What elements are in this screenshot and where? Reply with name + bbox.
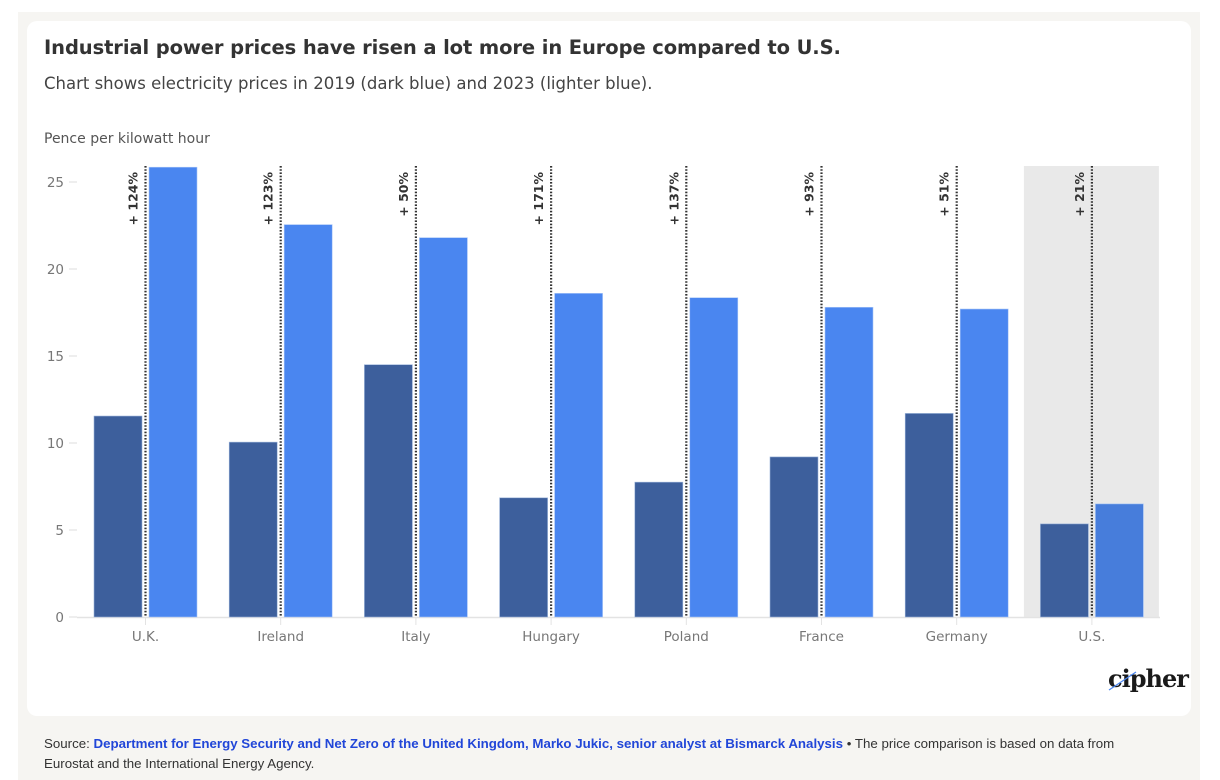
footer-separator: • <box>843 736 855 751</box>
bar-2019-ireland <box>228 441 278 618</box>
y-tick-label: 15 <box>47 349 64 365</box>
bar-2023-france <box>824 306 874 618</box>
change-annotation: + 171% <box>531 172 546 226</box>
x-tick-label: Germany <box>926 629 988 645</box>
bar-2023-poland <box>689 297 739 618</box>
x-tick-label: Ireland <box>257 629 304 645</box>
cipher-logo: cipher <box>1108 664 1189 700</box>
bar-2023-us <box>1095 503 1144 618</box>
bar-2019-france <box>769 456 819 618</box>
source-footer: Source: Department for Energy Security a… <box>44 734 1164 774</box>
change-annotation: + 51% <box>937 172 952 217</box>
chart-subtitle: Chart shows electricity prices in 2019 (… <box>44 74 653 93</box>
logo-slash-icon <box>1108 671 1137 691</box>
x-tick-label: U.K. <box>132 629 159 645</box>
logo-text: cipher <box>1108 664 1189 693</box>
change-annotation: + 124% <box>126 172 141 226</box>
y-tick-label: 10 <box>47 436 64 452</box>
bar-2019-hungary <box>499 497 548 618</box>
change-annotation: + 123% <box>261 172 276 226</box>
bar-2023-uk <box>148 166 198 618</box>
y-axis-label: Pence per kilowatt hour <box>44 131 210 147</box>
change-annotation: + 21% <box>1072 172 1087 217</box>
bar-2019-poland <box>634 481 684 618</box>
x-tick-label: U.S. <box>1078 629 1105 645</box>
y-tick-label: 20 <box>47 262 64 278</box>
bar-2019-italy <box>364 364 413 618</box>
y-tick-label: 25 <box>47 175 64 191</box>
bar-chart: 0 5 10 15 20 25 + 124% U.K. + 123% Ireland + 50% It… <box>47 166 1160 645</box>
change-annotation: + 137% <box>666 172 681 226</box>
bar-2023-italy <box>419 237 468 618</box>
x-tick-label: Poland <box>664 629 709 645</box>
change-annotation: + 93% <box>802 172 817 217</box>
source-prefix: Source: <box>44 736 94 751</box>
footer-note: The price comparison is based on data fr… <box>44 736 1115 771</box>
y-tick-label: 0 <box>55 610 64 626</box>
change-annotation: + 50% <box>396 172 411 217</box>
chart-title: Industrial power prices have risen a lot… <box>44 36 841 59</box>
bar-2023-ireland <box>283 224 333 618</box>
bar-2023-germany <box>959 308 1009 618</box>
bar-2023-hungary <box>554 293 603 618</box>
bar-2019-us <box>1040 523 1089 618</box>
x-tick-label: Hungary <box>522 629 580 645</box>
bar-2019-germany <box>904 413 954 618</box>
bar-2019-uk <box>93 415 143 618</box>
source-link[interactable]: Department for Energy Security and Net Z… <box>93 736 844 751</box>
x-tick-label: Italy <box>401 629 430 645</box>
y-tick-label: 5 <box>55 523 64 539</box>
x-tick-label: France <box>799 629 844 645</box>
